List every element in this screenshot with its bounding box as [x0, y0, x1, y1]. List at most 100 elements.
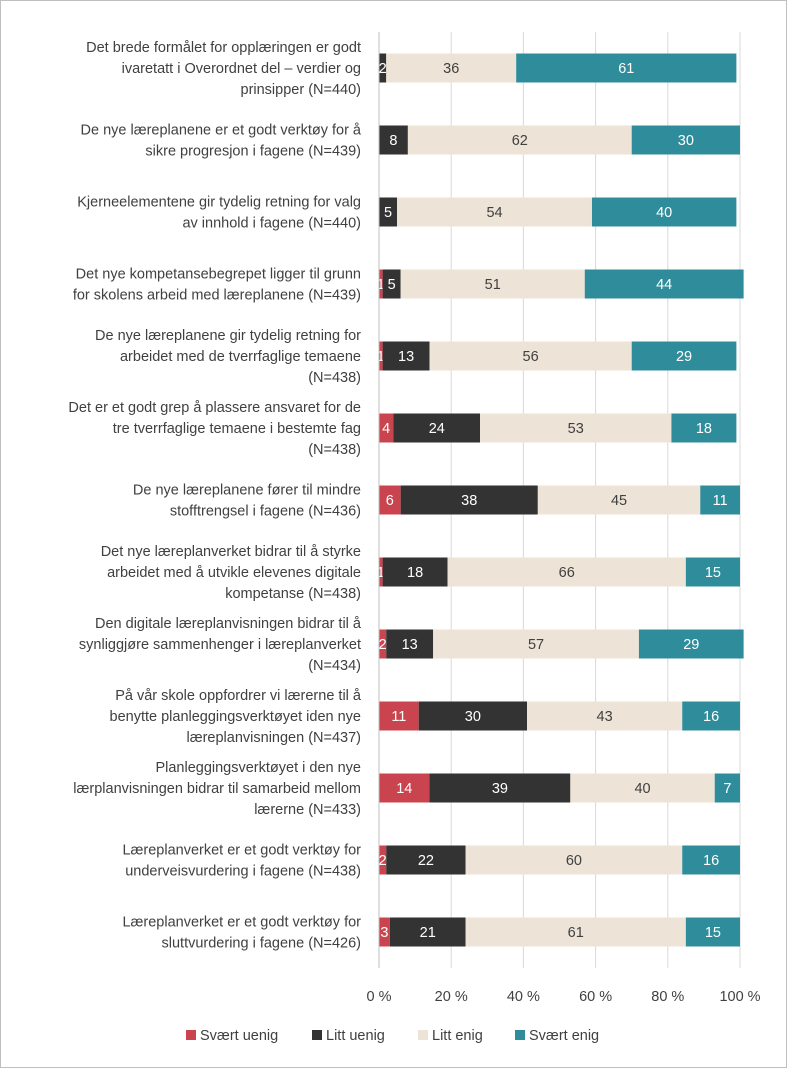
bar-segment — [393, 413, 481, 443]
category-label-line: Det er et godt grep å plassere ansvaret … — [68, 400, 361, 416]
data-label: 60 — [566, 853, 582, 869]
data-label: 43 — [597, 709, 613, 725]
data-label: 15 — [705, 925, 721, 941]
legend-swatch — [418, 1030, 428, 1040]
category-label: De nye læreplanene er et godt verktøy fo… — [81, 123, 362, 160]
bar-segment — [714, 773, 740, 803]
bar-segment — [429, 773, 571, 803]
data-label: 66 — [559, 565, 575, 581]
data-label: 2 — [379, 637, 387, 653]
x-tick-label: 80 % — [651, 989, 684, 1005]
data-label: 24 — [429, 421, 445, 437]
legend-swatch — [515, 1030, 525, 1040]
category-label: Det er et godt grep å plassere ansvaret … — [68, 400, 361, 458]
data-label: 18 — [407, 565, 423, 581]
category-label-line: sikre progresjon i fagene (N=439) — [145, 144, 361, 160]
category-label-line: Læreplanverket er et godt verktøy for — [122, 843, 361, 859]
legend-swatch — [312, 1030, 322, 1040]
data-label: 18 — [696, 421, 712, 437]
bar-segment — [591, 197, 737, 227]
data-label: 40 — [634, 781, 650, 797]
data-label: 54 — [486, 205, 502, 221]
bar-segment — [400, 485, 538, 515]
bar-segment — [379, 197, 398, 227]
bar-segment — [537, 485, 701, 515]
data-label: 1 — [377, 565, 385, 581]
data-label: 45 — [611, 493, 627, 509]
data-label: 44 — [656, 277, 672, 293]
bar-segment — [386, 629, 434, 659]
bar-segment — [379, 629, 387, 659]
bar-segment — [379, 485, 401, 515]
category-label: Kjerneelementene gir tydelig retning for… — [77, 195, 361, 232]
category-label-line: (N=438) — [308, 442, 361, 458]
category-label-line: De nye læreplanene gir tydelig retning f… — [95, 328, 361, 344]
x-tick-label: 0 % — [367, 989, 392, 1005]
data-label: 30 — [465, 709, 481, 725]
category-label: De nye læreplanene fører til mindre stoff… — [133, 483, 361, 520]
bar-segment — [379, 701, 419, 731]
bar-segment — [382, 269, 401, 299]
bar-segment — [671, 413, 737, 443]
bar-segment — [447, 557, 686, 587]
category-label-line: sluttvurdering i fagene (N=426) — [162, 936, 362, 952]
legend-label: Litt uenig — [326, 1028, 385, 1044]
category-label-line: lærerne (N=433) — [254, 802, 361, 818]
category-label-line: (N=434) — [308, 658, 361, 674]
bar-segment — [465, 845, 683, 875]
bar-segment — [397, 197, 592, 227]
bar-segment — [400, 269, 585, 299]
category-label: De nye læreplanene gir tydelig retning f… — [95, 328, 361, 386]
category-label-line: tre tverrfaglige temaene i bestemte fag — [113, 421, 361, 437]
bar-segment — [480, 413, 672, 443]
data-label: 62 — [512, 133, 528, 149]
legend-swatch — [186, 1030, 196, 1040]
data-label: 16 — [703, 709, 719, 725]
bar-segment — [382, 341, 430, 371]
data-label: 11 — [713, 493, 728, 509]
category-label: Læreplanverket er et godt verktøy for slu… — [122, 915, 361, 952]
category-label-line: Det nye læreplanverket bidrar til å styr… — [101, 544, 361, 560]
data-label: 13 — [402, 637, 418, 653]
bar-segment — [570, 773, 715, 803]
bar-segment — [389, 917, 466, 947]
data-label: 51 — [485, 277, 501, 293]
bar-segment — [700, 485, 740, 515]
category-label: På vår skole oppfordrer vi lærerne til å… — [110, 688, 362, 746]
bar-segment — [418, 701, 528, 731]
category-label-line: lærplanvisningen bidrar til samarbeid me… — [73, 781, 361, 797]
legend-label: Litt enig — [432, 1028, 483, 1044]
data-label: 61 — [568, 925, 584, 941]
bar-segment — [433, 629, 639, 659]
data-label: 3 — [380, 925, 388, 941]
category-label-line: Læreplanverket er et godt verktøy for — [122, 915, 361, 931]
data-label: 5 — [388, 277, 396, 293]
data-label: 38 — [461, 493, 477, 509]
data-label: 4 — [382, 421, 390, 437]
category-label-line: Det nye kompetansebegrepet ligger til gr… — [76, 267, 361, 283]
x-tick-label: 40 % — [507, 989, 540, 1005]
data-label: 57 — [528, 637, 544, 653]
category-label-line: (N=438) — [308, 370, 361, 386]
category-label: Det nye kompetansebegrepet ligger til gr… — [73, 267, 361, 304]
data-label: 7 — [723, 781, 731, 797]
category-label-line: Kjerneelementene gir tydelig retning for… — [77, 195, 361, 211]
category-label-line: ivaretatt i Overordnet del – verdier og — [122, 61, 361, 77]
data-label: 21 — [420, 925, 436, 941]
x-tick-label: 60 % — [579, 989, 612, 1005]
bar-segment — [382, 557, 448, 587]
category-label-line: benytte planleggingsverktøyet iden nye — [110, 709, 362, 725]
bar-segment — [465, 917, 686, 947]
bar-segment — [379, 125, 408, 155]
data-label: 8 — [389, 133, 397, 149]
legend-label: Svært enig — [529, 1028, 599, 1044]
category-label-line: synliggjøre sammenhenger i læreplanverke… — [79, 637, 361, 653]
data-label: 29 — [676, 349, 692, 365]
category-label: Det brede formålet for opplæringen er go… — [86, 40, 361, 98]
bar-segment — [685, 557, 740, 587]
bar-segment — [682, 701, 740, 731]
bar-segment — [682, 845, 740, 875]
bar-segment — [631, 341, 737, 371]
category-label-line: De nye læreplanene fører til mindre — [133, 483, 361, 499]
